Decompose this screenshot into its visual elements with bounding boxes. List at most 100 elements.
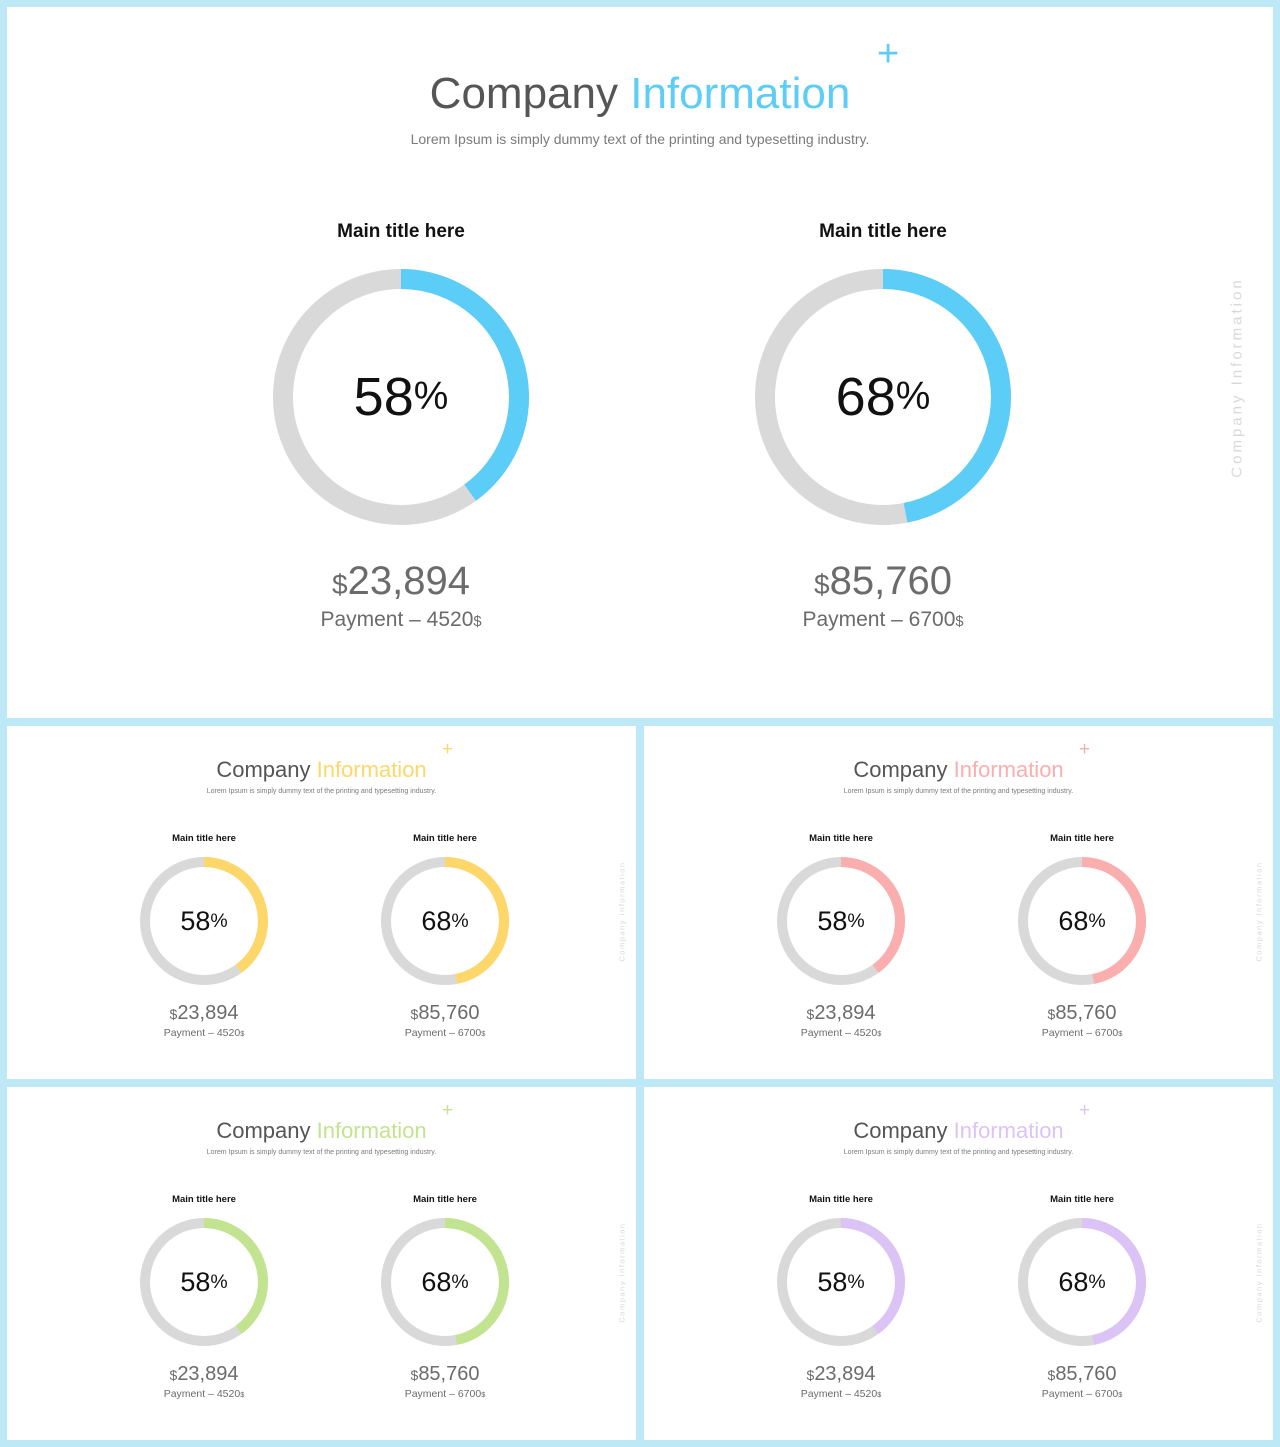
payment-currency: $ (877, 1029, 882, 1038)
payment-label: Payment – 6700 (1041, 1388, 1119, 1400)
slide-title: Company Information (644, 1118, 1273, 1144)
amount: $23,894 (251, 559, 551, 604)
metric-title: Main title here (819, 221, 947, 242)
metric-title: Main title here (172, 1194, 236, 1205)
amount-value: 23,894 (177, 1363, 239, 1385)
progress-ring: 68% (381, 1218, 509, 1346)
slide-subtitle: Lorem Ipsum is simply dummy text of the … (843, 788, 1074, 795)
slide-pink: Company Information Lorem Ipsum is simply… (644, 726, 1273, 1079)
progress-ring: 58% (777, 857, 905, 985)
currency-symbol: $ (814, 569, 830, 600)
percent-label: 68% (381, 857, 509, 985)
slide-subtitle: Lorem Ipsum is simply dummy text of the … (843, 1149, 1074, 1156)
currency-symbol: $ (169, 1006, 178, 1022)
payment-currency: $ (240, 1390, 245, 1399)
percent-value: 58 (817, 905, 848, 936)
percent-value: 68 (835, 367, 896, 427)
slide-title: Company Information (644, 757, 1273, 783)
percent-label: 58% (273, 269, 529, 525)
amount: $85,760 (370, 1002, 520, 1025)
slide-yellow: Company Information Lorem Ipsum is simply… (7, 726, 636, 1079)
progress-ring-graphic (777, 1218, 905, 1346)
progress-ring-graphic (381, 1218, 509, 1346)
payment: Payment – 4520$ (766, 1027, 916, 1039)
payment-label: Payment – 6700 (404, 1388, 482, 1400)
title-word-company: Company (853, 757, 948, 782)
title-word-information: Information (630, 69, 851, 118)
slide-subtitle: Lorem Ipsum is simply dummy text of the … (206, 1149, 437, 1156)
percent-symbol: % (413, 375, 449, 418)
metric-card: Main title here 68% $85,760 Payment – 6700$ (1007, 833, 1157, 1039)
title-word-company: Company (429, 69, 618, 118)
percent-symbol: % (451, 909, 469, 932)
progress-arc (777, 1218, 905, 1346)
amount-value: 85,760 (418, 1363, 480, 1385)
progress-ring-graphic (777, 857, 905, 985)
amount: $23,894 (129, 1363, 279, 1386)
slide-subtitle: Lorem Ipsum is simply dummy text of the … (410, 131, 870, 147)
percent-value: 68 (421, 905, 452, 936)
progress-arc (1018, 857, 1146, 985)
metric-card: Main title here 58% $23,894 Payment – 4520$ (129, 1194, 279, 1400)
progress-ring: 68% (755, 269, 1011, 525)
amount-value: 23,894 (177, 1002, 239, 1024)
progress-arc (273, 269, 529, 525)
vertical-caption: Company Information (1254, 1222, 1264, 1323)
metric-card: Main title here 58% $23,894 Payment – 4520$ (766, 833, 916, 1039)
payment: Payment – 6700$ (370, 1027, 520, 1039)
progress-ring-graphic (140, 1218, 268, 1346)
metric-title: Main title here (337, 221, 465, 242)
payment-currency: $ (240, 1029, 245, 1038)
percent-symbol: % (1088, 1270, 1106, 1293)
progress-ring-graphic (1018, 857, 1146, 985)
payment-currency: $ (473, 614, 482, 630)
progress-ring: 68% (381, 857, 509, 985)
plus-icon: + (1079, 739, 1091, 760)
payment-label: Payment – 4520 (163, 1027, 241, 1039)
percent-symbol: % (451, 1270, 469, 1293)
percent-symbol: % (847, 1270, 865, 1293)
metric-card: Main title here 58% $23,894 Payment – 4520$ (129, 833, 279, 1039)
payment-label: Payment – 6700 (1041, 1027, 1119, 1039)
percent-label: 68% (1018, 1218, 1146, 1346)
progress-arc (140, 1218, 268, 1346)
percent-symbol: % (895, 375, 931, 418)
percent-label: 58% (777, 1218, 905, 1346)
amount-value: 85,760 (829, 559, 952, 603)
metric-title: Main title here (413, 1194, 477, 1205)
percent-symbol: % (847, 909, 865, 932)
percent-symbol: % (1088, 909, 1106, 932)
progress-ring-graphic (1018, 1218, 1146, 1346)
amount-value: 23,894 (814, 1002, 876, 1024)
amount: $23,894 (766, 1363, 916, 1386)
metric-card: Main title here 58% $23,894 Payment – 4520$ (766, 1194, 916, 1400)
payment: Payment – 6700$ (1007, 1388, 1157, 1400)
currency-symbol: $ (806, 1367, 815, 1383)
payment: Payment – 6700$ (1007, 1027, 1157, 1039)
payment-currency: $ (1118, 1390, 1123, 1399)
progress-ring: 58% (777, 1218, 905, 1346)
percent-value: 58 (817, 1266, 848, 1297)
metric-title: Main title here (1050, 1194, 1114, 1205)
payment: Payment – 6700$ (370, 1388, 520, 1400)
currency-symbol: $ (1047, 1367, 1056, 1383)
vertical-caption: Company Information (617, 1222, 627, 1323)
metric-card: Main title here 68% $85,760 Payment – 6700$ (733, 221, 1033, 632)
slide-title: Company Information (7, 757, 636, 783)
progress-arc (777, 857, 905, 985)
percent-label: 58% (140, 857, 268, 985)
title-word-information: Information (316, 757, 427, 782)
percent-value: 58 (180, 1266, 211, 1297)
slide-purple: Company Information Lorem Ipsum is simply… (644, 1087, 1273, 1440)
payment-currency: $ (1118, 1029, 1123, 1038)
amount-value: 23,894 (347, 559, 470, 603)
slide-title: Company Information (7, 1118, 636, 1144)
metric-card: Main title here 58% $23,894 Payment – 4520$ (251, 221, 551, 632)
payment-currency: $ (955, 614, 964, 630)
progress-ring: 68% (1018, 857, 1146, 985)
amount: $85,760 (1007, 1002, 1157, 1025)
currency-symbol: $ (410, 1367, 419, 1383)
currency-symbol: $ (169, 1367, 178, 1383)
metric-card: Main title here 68% $85,760 Payment – 6700$ (370, 833, 520, 1039)
progress-ring: 58% (140, 857, 268, 985)
